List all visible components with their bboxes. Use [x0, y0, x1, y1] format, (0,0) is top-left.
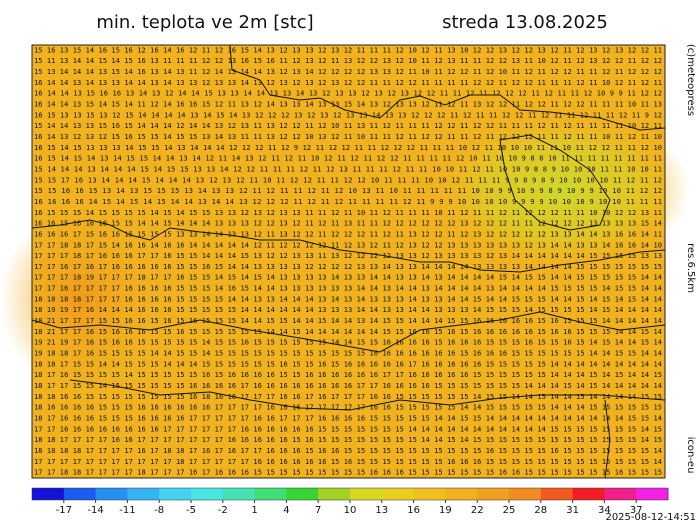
- colorbar-tick-label: 31: [566, 505, 579, 516]
- border-line: [604, 399, 611, 479]
- colorbar-tick-label: 19: [439, 505, 452, 516]
- grid-row: 15 14 14 13 13 15 16 15 14 14 14 12 14 1…: [34, 122, 662, 130]
- colorbar-tick-label: 1: [251, 505, 257, 516]
- grid-row: 17 17 16 16 16 16 16 16 16 16 17 17 17 1…: [34, 425, 662, 433]
- warm-zone: [0, 210, 160, 390]
- colorbar-segment: [477, 488, 510, 500]
- colorbar-tick-label: 4: [283, 505, 289, 516]
- colorbar-segment: [286, 488, 319, 500]
- colorbar-segment: [191, 488, 224, 500]
- grid-row: 16 14 14 13 15 16 16 13 14 13 12 14 14 1…: [34, 90, 662, 98]
- map-title: min. teplota ve 2m [stc]: [96, 12, 313, 33]
- colorbar-segment: [636, 488, 669, 500]
- colorbar-segment: [413, 488, 446, 500]
- grid-row: 17 17 16 17 17 17 17 16 16 16 16 15 15 1…: [34, 285, 662, 293]
- grid-row: 15 15 17 16 13 14 14 14 15 14 14 14 13 1…: [34, 176, 662, 184]
- grid-row: 16 15 14 15 13 13 13 14 15 15 14 13 14 1…: [34, 144, 662, 152]
- grid-row: 16 15 13 13 15 13 12 15 14 14 14 14 13 1…: [34, 111, 662, 119]
- grid-row: 17 17 17 17 17 17 17 17 17 17 17 18 17 1…: [34, 458, 662, 466]
- grid-row: 16 15 15 15 14 15 15 15 15 14 15 14 15 1…: [34, 209, 662, 217]
- colorbar-tick-label: 28: [534, 505, 547, 516]
- grid-row: 18 17 16 15 15 15 15 14 15 15 15 15 15 1…: [34, 371, 662, 379]
- grid-row: 16 16 16 16 14 15 14 15 14 15 14 14 13 1…: [34, 198, 662, 206]
- colorbar-tick-label: 22: [471, 505, 484, 516]
- grid-row: 15 13 14 14 14 13 15 14 16 13 14 13 11 1…: [34, 68, 662, 76]
- grid-row: 16 14 13 12 13 12 15 16 15 15 14 15 15 1…: [34, 133, 662, 141]
- grid-row: 18 21 17 17 16 15 16 16 16 15 15 16 15 1…: [34, 328, 662, 336]
- colorbar-tick-label: -17: [56, 505, 72, 516]
- colorbar-tick-label: -8: [154, 505, 164, 516]
- colorbar-segment: [159, 488, 192, 500]
- colorbar-segment: [572, 488, 605, 500]
- colorbar-tick-label: -11: [119, 505, 135, 516]
- colorbar-tick-label: 16: [407, 505, 420, 516]
- colorbar-segment: [63, 488, 97, 500]
- grid-row: 18 18 18 18 17 17 17 17 16 17 18 18 17 1…: [34, 447, 662, 455]
- colorbar-tick-label: 10: [344, 505, 357, 516]
- colorbar-segment: [350, 488, 383, 500]
- colorbar-segment: [222, 488, 256, 500]
- colorbar-segment: [445, 488, 478, 500]
- grid-row: 18 16 16 16 16 15 15 15 16 16 16 16 16 1…: [34, 404, 662, 412]
- map-area: 15 16 13 15 14 16 15 16 12 16 14 16 12 1…: [0, 44, 690, 479]
- model-name: icon-eu: [685, 437, 696, 474]
- border-line: [499, 134, 611, 231]
- grid-row: 15 16 13 15 14 16 15 16 12 16 14 16 12 1…: [34, 46, 662, 54]
- grid-row: 19 21 19 17 16 15 16 16 15 15 15 15 15 1…: [34, 339, 662, 347]
- colorbar-tick-label: 13: [375, 505, 388, 516]
- colorbar-tick-label: 34: [598, 505, 611, 516]
- colorbar-segment: [127, 488, 160, 500]
- colorbar-tick-label: -14: [87, 505, 103, 516]
- colorbar-segment: [95, 488, 128, 500]
- grid-row: 18 21 17 17 17 15 15 16 16 15 16 15 16 1…: [34, 317, 662, 325]
- colorbar-tick-label: 7: [315, 505, 321, 516]
- colorbar-tick-label: 37: [630, 505, 643, 516]
- cool-zone: [430, 110, 690, 270]
- grid-row: 18 18 17 15 15 14 14 15 15 15 14 14 14 1…: [34, 360, 662, 368]
- grid-row: 18 17 17 15 15 14 15 15 15 15 15 15 16 1…: [34, 382, 662, 390]
- colorbar-tick-label: 25: [503, 505, 516, 516]
- grid-row: 15 14 14 14 13 14 14 14 15 14 15 15 13 1…: [34, 165, 662, 173]
- border-line: [31, 311, 666, 353]
- grid-row: 17 17 16 17 16 17 16 16 16 16 16 15 15 1…: [34, 263, 662, 271]
- grid-row: 17 17 17 18 19 17 17 17 18 17 17 16 15 1…: [34, 274, 662, 282]
- colorbar-tick-label: -5: [186, 505, 196, 516]
- grid-row: 16 15 14 15 14 13 14 15 15 14 14 13 14 1…: [34, 155, 662, 163]
- grid-row: 16 16 15 16 16 16 15 15 14 14 15 14 14 1…: [34, 220, 662, 228]
- grid-row: 18 18 18 18 17 17 17 16 16 16 16 15 15 1…: [34, 295, 662, 303]
- grid-row: 16 14 14 13 14 13 13 14 14 13 14 13 13 1…: [34, 79, 662, 87]
- grid-row: 16 14 14 13 15 14 15 14 11 12 14 16 16 1…: [34, 101, 662, 109]
- grid-row: 18 17 16 16 16 15 15 15 16 16 16 16 17 1…: [34, 414, 662, 422]
- colorbar: -17 -14 -11 -8 -5 -2 1 4 7 10 13 16 19 22 25 28 31 34 37: [31, 487, 669, 516]
- grid-row: 17 17 18 18 17 15 14 16 16 14 16 16 14 1…: [34, 241, 662, 249]
- map-date: streda 13.08.2025: [442, 12, 608, 33]
- grid-row: 17 17 17 18 17 16 16 16 17 17 16 15 15 1…: [34, 252, 662, 260]
- grid-row: 15 11 13 14 14 15 14 15 16 13 11 11 11 1…: [34, 57, 662, 65]
- border-line: [229, 44, 666, 131]
- resolution: res.6.5km: [685, 243, 696, 293]
- copyright: (c)meteopress: [685, 44, 696, 116]
- value-grid: 15 16 13 15 14 16 15 16 12 16 14 16 12 1…: [34, 46, 662, 476]
- colorbar-segment: [254, 488, 287, 500]
- grid-row: 15 15 16 16 15 13 14 13 15 15 15 13 14 1…: [34, 187, 662, 195]
- timestamp: 2025-08-12-14:51: [605, 512, 696, 523]
- border-line: [31, 219, 666, 273]
- grid-row: 18 18 17 17 17 17 16 16 17 17 17 17 17 1…: [34, 436, 662, 444]
- colorbar-segment: [540, 488, 574, 500]
- grid-row: 19 18 18 17 16 15 15 15 15 14 14 15 15 1…: [34, 350, 662, 358]
- grid-row: 16 16 16 17 15 16 16 15 15 15 15 13 13 1…: [34, 230, 662, 238]
- colorbar-segment: [604, 488, 637, 500]
- colorbar-tick-label: -2: [218, 505, 228, 516]
- colorbar-segment: [381, 488, 415, 500]
- colorbar-segment: [509, 488, 542, 500]
- grid-row: 17 17 18 18 17 17 17 17 18 17 17 17 16 1…: [34, 469, 662, 477]
- border-line: [69, 379, 666, 411]
- grid-row: 18 19 19 17 16 14 14 14 16 16 16 15 15 1…: [34, 306, 662, 314]
- grid-row: 18 18 16 16 15 15 15 15 15 15 15 15 16 1…: [34, 393, 662, 401]
- map-frame: [31, 44, 666, 479]
- colorbar-segment: [32, 488, 65, 500]
- colorbar-segment: [318, 488, 351, 500]
